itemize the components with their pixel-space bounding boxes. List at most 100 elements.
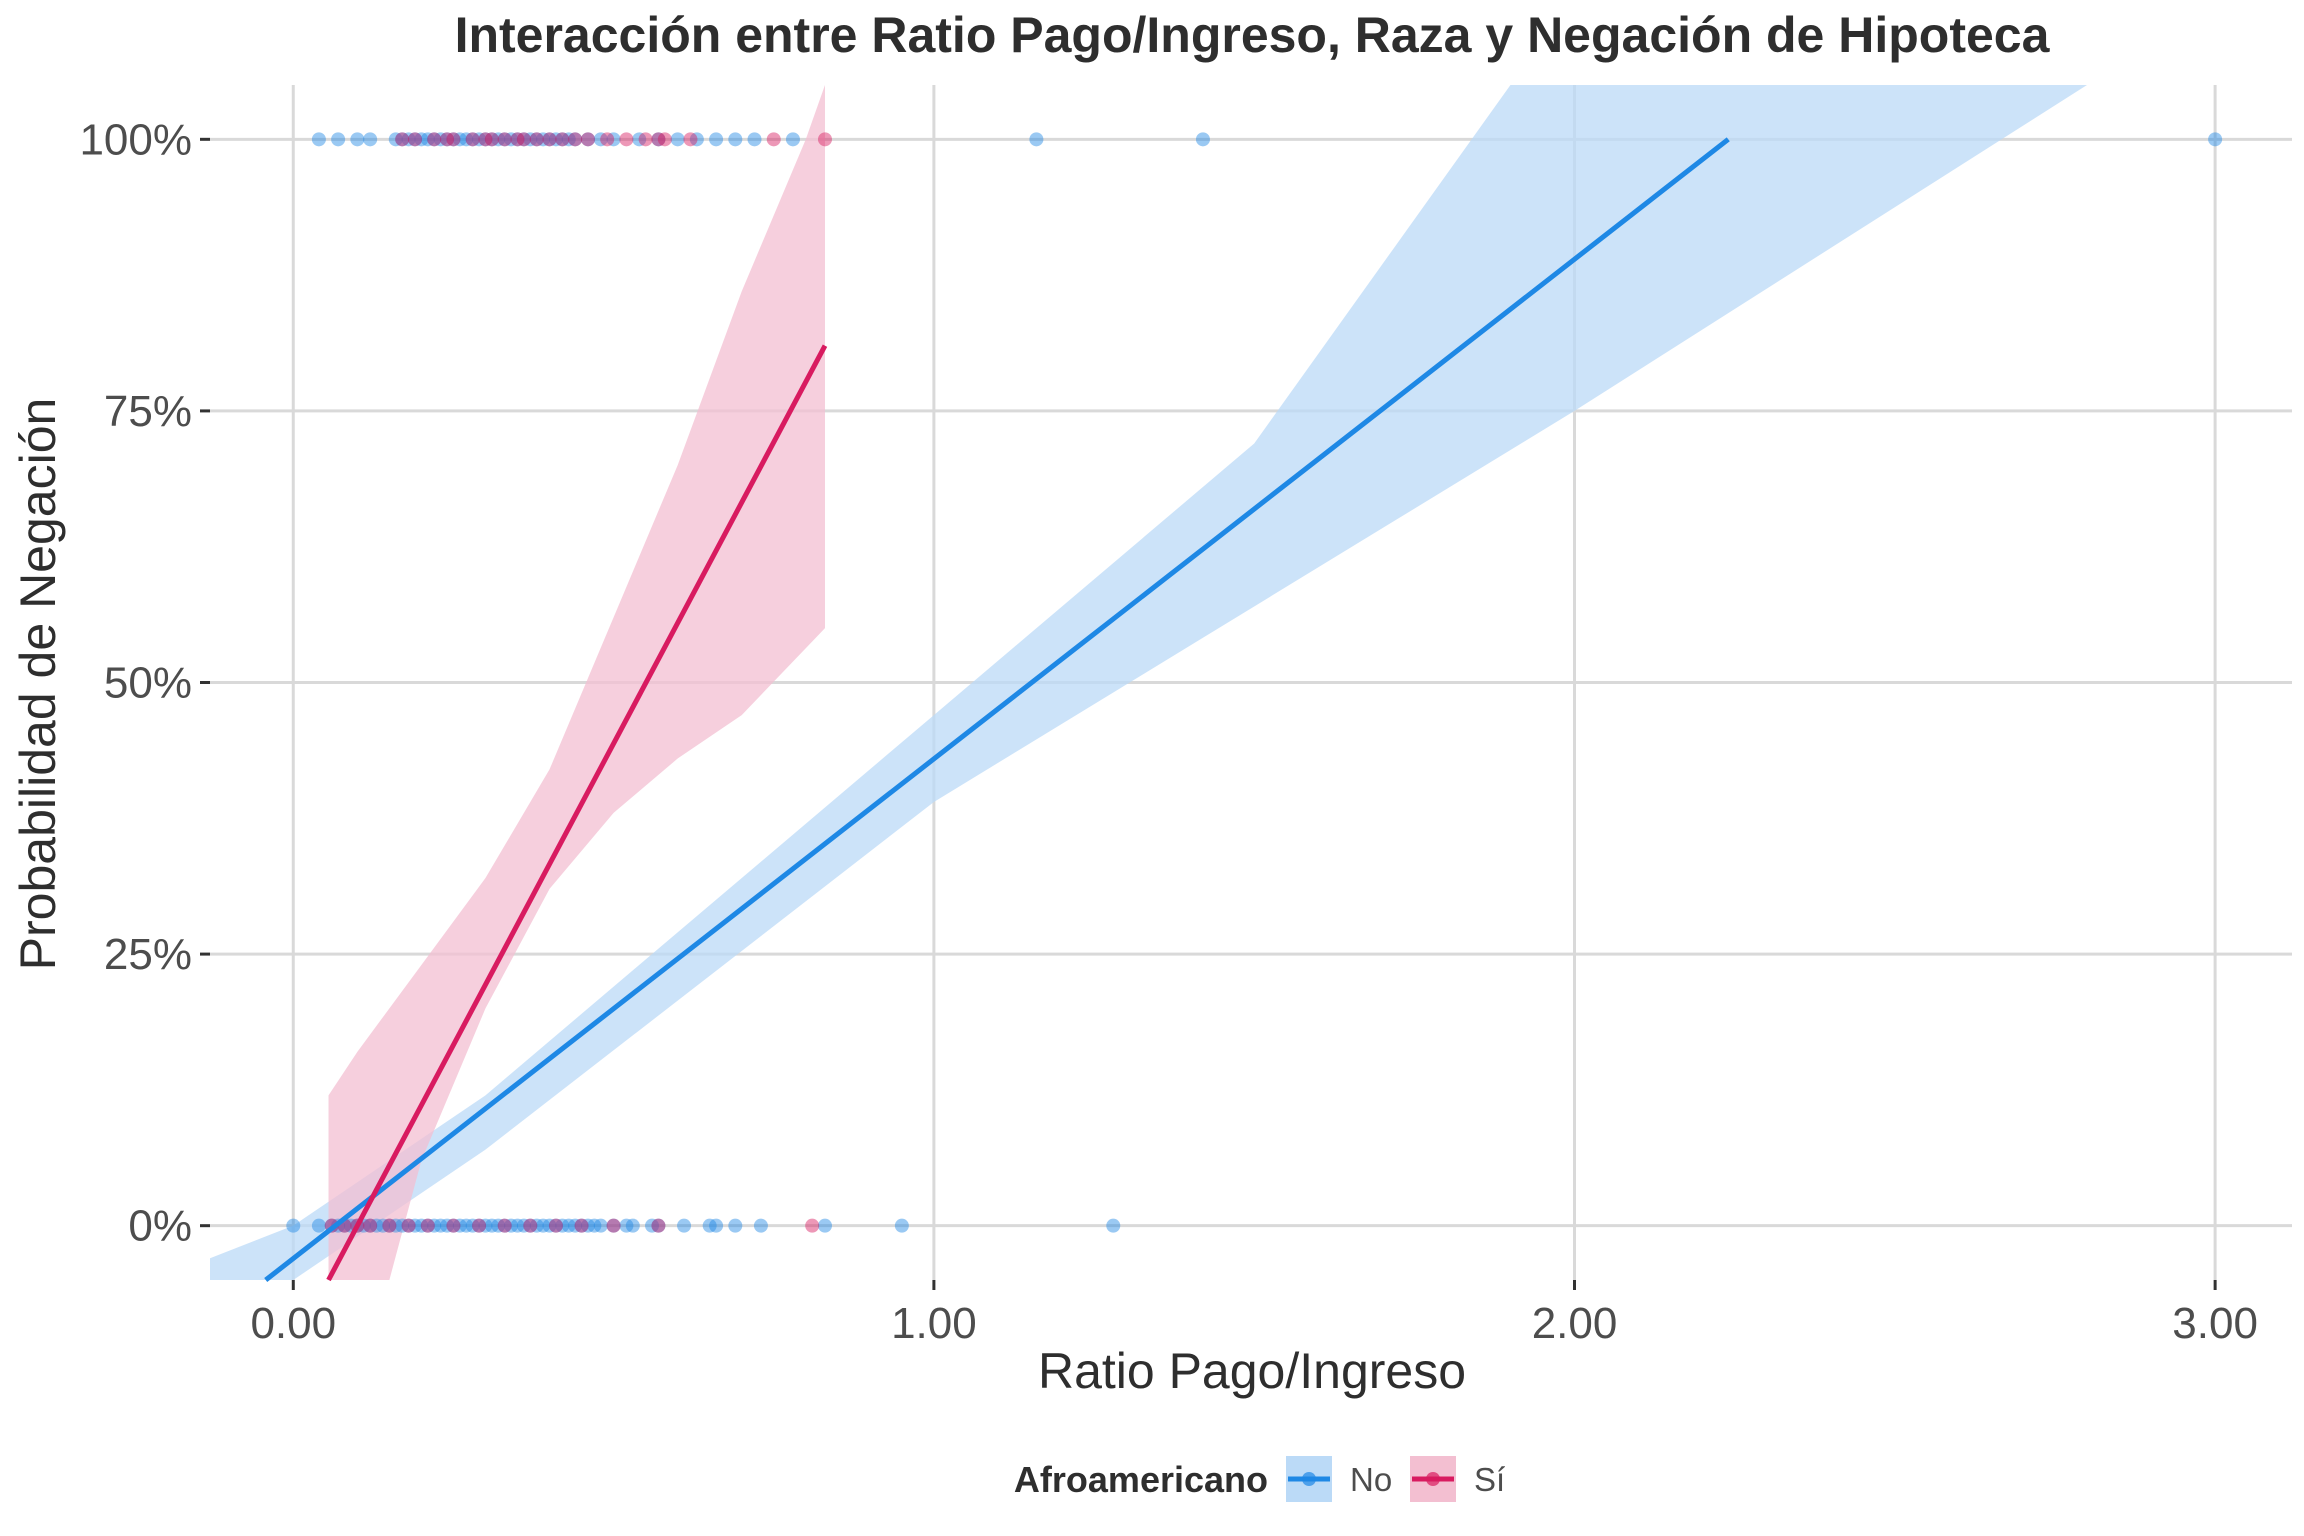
point-denied-no <box>510 132 525 147</box>
point-denied-no <box>478 132 493 147</box>
point-approved-no <box>574 1218 589 1233</box>
point-denied-si <box>817 132 832 147</box>
point-denied-si <box>683 132 698 147</box>
point-approved-no <box>452 1218 467 1233</box>
point-denied-no <box>2208 132 2223 147</box>
point-denied-si <box>446 132 461 147</box>
point-approved-no <box>286 1218 301 1233</box>
point-denied-no <box>561 132 576 147</box>
point-denied-si <box>619 132 634 147</box>
legend-item-si: Sí <box>1410 1456 1505 1502</box>
point-denied-si <box>510 132 525 147</box>
point-denied-si <box>497 132 512 147</box>
point-denied-no <box>670 132 685 147</box>
point-denied-si <box>395 132 410 147</box>
point-approved-no <box>555 1218 570 1233</box>
point-denied-no <box>452 132 467 147</box>
point-denied-no <box>497 132 512 147</box>
point-denied-no <box>465 132 480 147</box>
y-tick-label: 0% <box>128 1202 192 1251</box>
point-approved-si <box>548 1218 563 1233</box>
point-approved-si <box>420 1218 435 1233</box>
legend-title: Afroamericano <box>1014 1459 1268 1500</box>
y-axis-title: Probabilidad de Negación <box>10 398 66 971</box>
point-denied-si <box>407 132 422 147</box>
y-tick-label: 100% <box>79 115 192 164</box>
point-approved-no <box>484 1218 499 1233</box>
point-denied-si <box>427 132 442 147</box>
point-denied-no <box>414 132 429 147</box>
point-denied-si <box>542 132 557 147</box>
point-approved-si <box>606 1218 621 1233</box>
point-denied-no <box>516 132 531 147</box>
point-approved-no <box>536 1218 551 1233</box>
point-denied-no <box>632 132 647 147</box>
point-approved-no <box>465 1218 480 1233</box>
point-denied-no <box>523 132 538 147</box>
point-approved-no <box>728 1218 743 1233</box>
point-approved-no <box>407 1218 422 1233</box>
point-approved-no <box>894 1218 909 1233</box>
point-denied-no <box>420 132 435 147</box>
point-approved-si <box>401 1218 416 1233</box>
point-approved-no <box>568 1218 583 1233</box>
point-approved-no <box>593 1218 608 1233</box>
legend-key-no-point <box>1302 1472 1316 1486</box>
point-approved-no <box>702 1218 717 1233</box>
point-approved-no <box>709 1218 724 1233</box>
point-approved-no <box>587 1218 602 1233</box>
point-approved-no <box>369 1218 384 1233</box>
point-denied-si <box>484 132 499 147</box>
confidence-bands <box>210 85 2088 1280</box>
point-denied-si <box>568 132 583 147</box>
point-approved-no <box>504 1218 519 1233</box>
point-denied-si <box>766 132 781 147</box>
point-approved-no <box>363 1218 378 1233</box>
point-approved-no <box>548 1218 563 1233</box>
confidence-band-si <box>328 85 825 1280</box>
point-approved-no <box>459 1218 474 1233</box>
point-denied-no <box>785 132 800 147</box>
point-approved-no <box>561 1218 576 1233</box>
point-denied-si <box>651 132 666 147</box>
point-denied-no <box>728 132 743 147</box>
point-denied-si <box>516 132 531 147</box>
point-approved-no <box>753 1218 768 1233</box>
x-axis-title: Ratio Pago/Ingreso <box>1038 1343 1466 1399</box>
point-denied-no <box>363 132 378 147</box>
point-denied-si <box>657 132 672 147</box>
point-denied-no <box>491 132 506 147</box>
point-approved-no <box>645 1218 660 1233</box>
point-denied-no <box>747 132 762 147</box>
legend-label-no: No <box>1350 1461 1392 1498</box>
point-denied-no <box>606 132 621 147</box>
point-approved-no <box>542 1218 557 1233</box>
point-denied-si <box>638 132 653 147</box>
point-approved-si <box>446 1218 461 1233</box>
x-tick-label: 2.00 <box>1532 1299 1618 1348</box>
fit-line-si <box>326 344 828 1282</box>
point-approved-no <box>1106 1218 1121 1233</box>
point-approved-no <box>677 1218 692 1233</box>
x-tick-label: 1.00 <box>891 1299 977 1348</box>
point-denied-no <box>1195 132 1210 147</box>
point-denied-si <box>529 132 544 147</box>
point-approved-si <box>382 1218 397 1233</box>
point-denied-no <box>709 132 724 147</box>
point-approved-no <box>311 1218 326 1233</box>
legend-item-no: No <box>1286 1456 1392 1502</box>
point-denied-no <box>350 132 365 147</box>
point-approved-no <box>375 1218 390 1233</box>
point-denied-no <box>331 132 346 147</box>
point-denied-no <box>593 132 608 147</box>
point-denied-no <box>504 132 519 147</box>
point-approved-si <box>523 1218 538 1233</box>
point-denied-no <box>440 132 455 147</box>
point-approved-si <box>363 1218 378 1233</box>
point-approved-no <box>446 1218 461 1233</box>
point-approved-no <box>619 1218 634 1233</box>
legend-key-si-point <box>1426 1472 1440 1486</box>
point-denied-no <box>568 132 583 147</box>
